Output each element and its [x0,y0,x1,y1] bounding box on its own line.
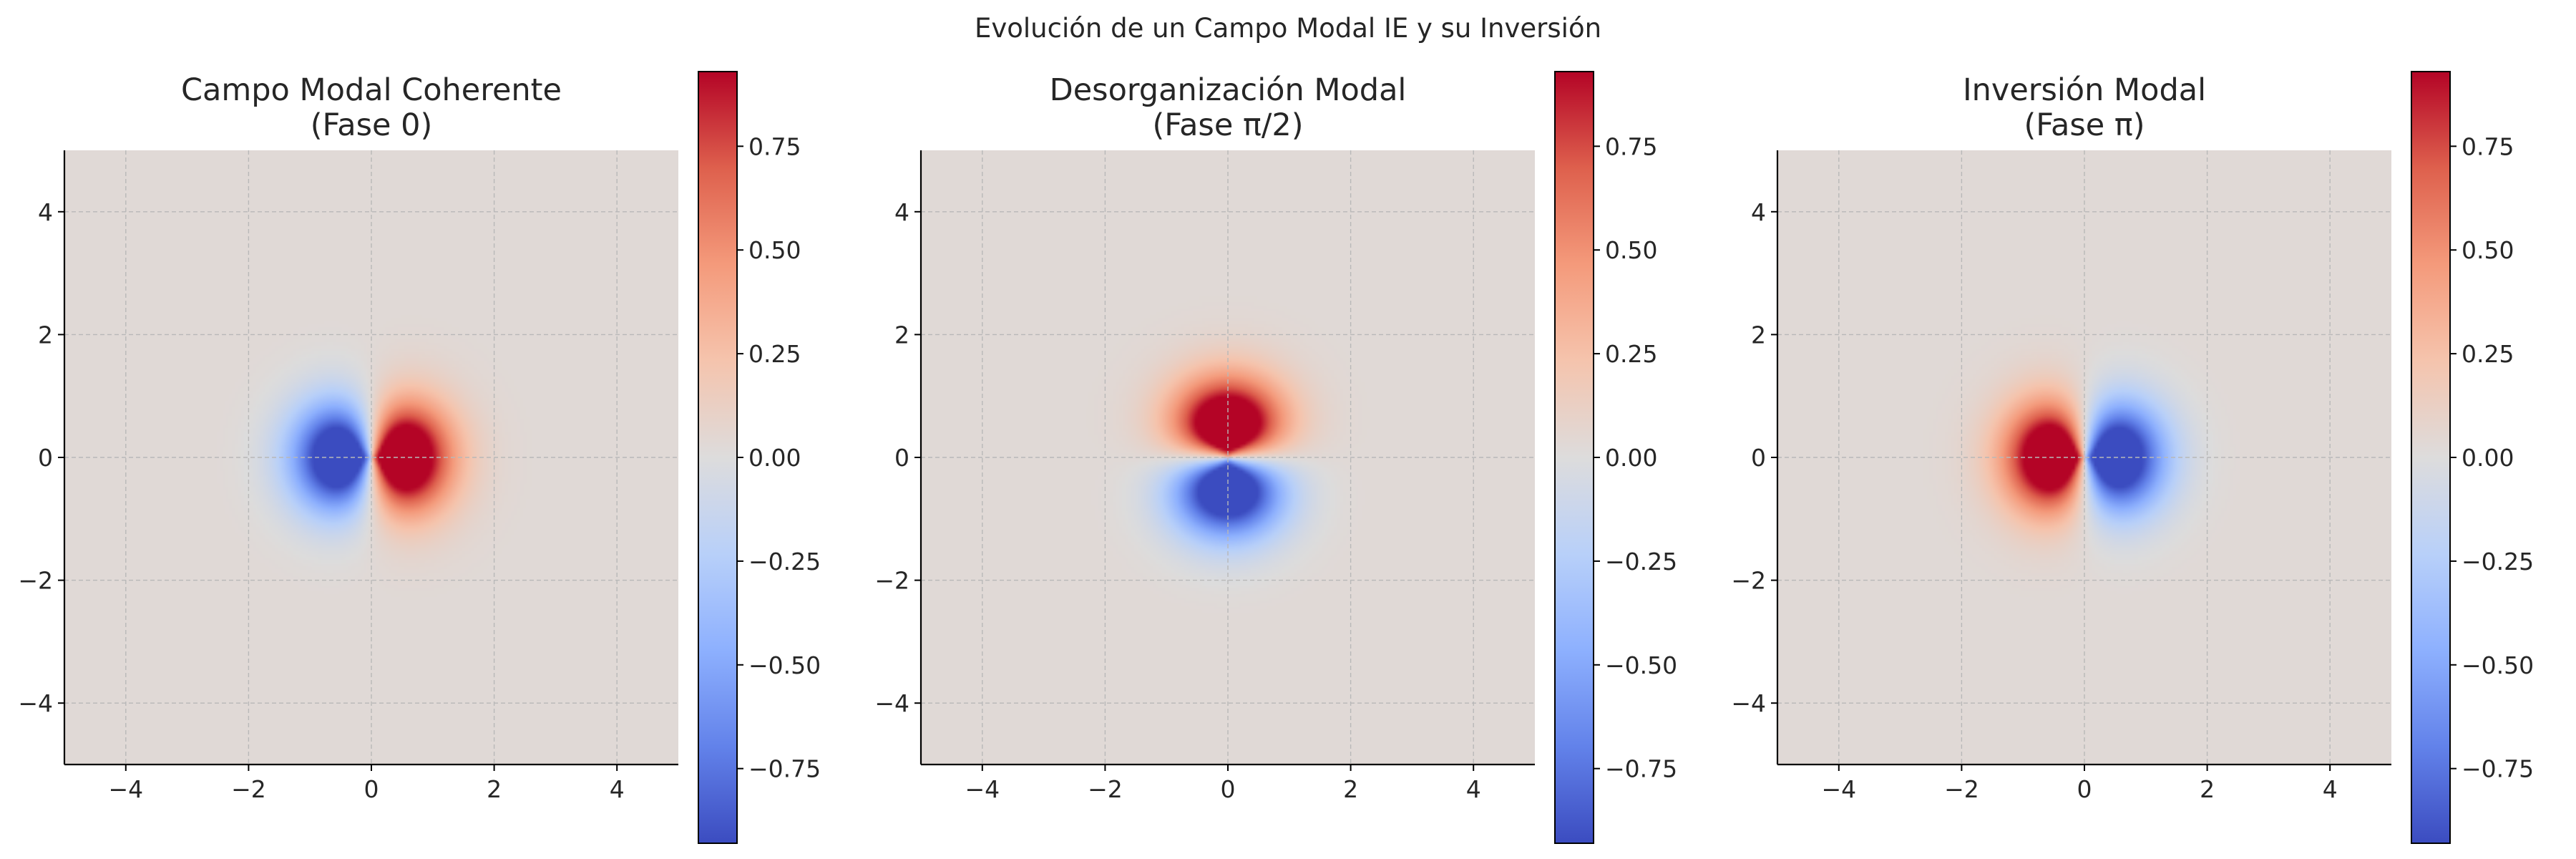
colorbar [698,71,738,844]
panel-subtitle: (Fase π/2) [1153,107,1304,143]
y-tick-label: 0 [1751,444,1766,472]
x-tick-label: 4 [610,775,625,803]
x-tick-label: 2 [487,775,502,803]
panel-title: Campo Modal Coherente [181,72,562,108]
colorbar-tick-label: −0.50 [2462,651,2534,679]
x-tick-label: 2 [1343,775,1358,803]
colorbar-tick-label: 0.25 [748,340,801,368]
figure-suptitle: Evolución de un Campo Modal IE y su Inve… [975,13,1601,44]
y-tick-label: 0 [38,444,53,472]
colorbar-tick-label: 0.75 [1605,132,1657,160]
x-tick-label: −4 [1821,775,1856,803]
x-tick-label: 0 [364,775,379,803]
heatmap-field [1777,150,2391,765]
colorbar [2411,71,2451,844]
colorbar-tick-label: 0.25 [2462,340,2514,368]
colorbar-tick-label: 0.25 [1605,340,1657,368]
x-tick-label: −2 [1944,775,1979,803]
panel-title: Inversión Modal [1963,72,2206,108]
colorbar-tick-label: 0.75 [2462,132,2514,160]
colorbar-tick-label: −0.75 [2462,755,2534,783]
y-tick-label: −4 [18,689,53,717]
y-tick-label: 2 [894,321,909,349]
y-tick-label: 4 [894,198,909,226]
colorbar [1554,71,1594,844]
y-tick-label: −2 [874,567,909,595]
colorbar-tick-label: −0.25 [748,548,821,576]
y-tick-label: −2 [18,567,53,595]
y-tick-label: −4 [1731,689,1766,717]
colorbar-tick-label: −0.50 [748,651,821,679]
x-tick-label: 4 [1466,775,1481,803]
x-tick-label: 0 [1221,775,1236,803]
x-tick-label: −2 [1088,775,1123,803]
heatmap-panel-3: −4 −2 0 2 4 −4 −2 0 2 4 Inversión Modal(Fase π) 0.7… [1731,71,2534,844]
heatmap-panel-1: −4 −2 0 2 4 −4 −2 0 2 4 Campo Modal Coherente(Fase… [18,71,821,844]
colorbar-tick-label: 0.50 [748,236,801,264]
y-tick-label: −4 [874,689,909,717]
colorbar-tick-label: 0.00 [1605,444,1657,472]
heatmap-field [921,150,1535,765]
panel-subtitle: (Fase π) [2024,107,2145,143]
colorbar-tick-label: 0.50 [1605,236,1657,264]
colorbar-tick-label: −0.50 [1605,651,1677,679]
y-tick-label: 0 [894,444,909,472]
heatmap-panel-2: −4 −2 0 2 4 −4 −2 0 2 4 Desorganización Modal(Fase… [874,71,1677,844]
x-tick-label: 4 [2323,775,2338,803]
x-tick-label: −4 [108,775,143,803]
x-tick-label: −2 [231,775,266,803]
y-tick-label: 2 [38,321,53,349]
y-tick-label: 2 [1751,321,1766,349]
heatmap-field [64,150,678,765]
x-tick-label: −4 [965,775,1000,803]
colorbar-tick-label: 0.00 [2462,444,2514,472]
colorbar-tick-label: 0.75 [748,132,801,160]
colorbar-tick-label: −0.75 [748,755,821,783]
colorbar-tick-label: −0.75 [1605,755,1677,783]
x-tick-label: 0 [2077,775,2092,803]
y-tick-label: 4 [1751,198,1766,226]
colorbar-tick-label: −0.25 [2462,548,2534,576]
y-tick-label: 4 [38,198,53,226]
x-tick-label: 2 [2200,775,2215,803]
colorbar-tick-label: 0.50 [2462,236,2514,264]
panel-subtitle: (Fase 0) [311,107,433,143]
panel-title: Desorganización Modal [1050,72,1407,108]
colorbar-tick-label: 0.00 [748,444,801,472]
y-tick-label: −2 [1731,567,1766,595]
colorbar-tick-label: −0.25 [1605,548,1677,576]
